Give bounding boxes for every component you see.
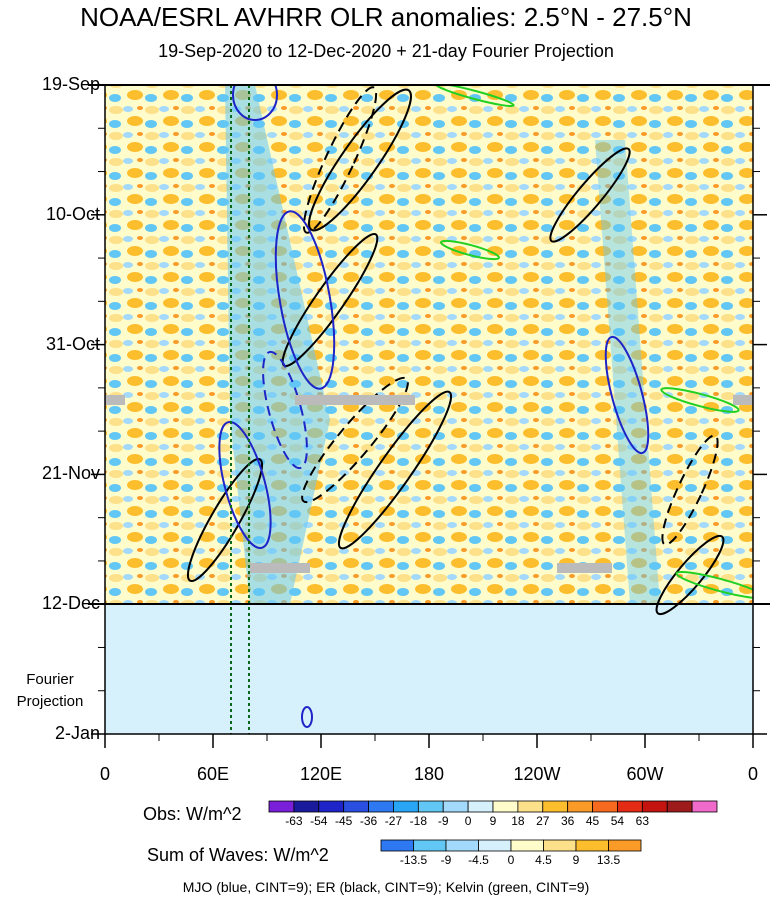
observation-field: [105, 85, 753, 604]
er-contour: [337, 390, 453, 550]
colorbar-label: 13.5: [596, 853, 621, 867]
wave-colorbar-title: Sum of Waves: W/m^2: [147, 845, 329, 865]
colorbar-swatch: [517, 800, 544, 813]
chart-title: NOAA/ESRL AVHRR OLR anomalies: 2.5°N - 2…: [80, 2, 692, 32]
y-tick-label: 2-Jan: [54, 723, 100, 743]
kelvin-contour: [439, 239, 501, 261]
colorbar-swatch: [445, 839, 479, 852]
mjo-negative-band: [225, 85, 330, 604]
x-tick-label: 120E: [299, 764, 343, 784]
y-tick-label: 31-Oct: [45, 333, 100, 354]
projection-label: Fourier Projection: [0, 669, 100, 713]
colorbar-swatch: [467, 800, 494, 813]
plot-area: [105, 85, 753, 734]
y-tick-label: 19-Sep: [41, 74, 100, 94]
x-tick-label: 0: [747, 764, 759, 784]
colorbar-swatch: [691, 800, 718, 813]
colorbar-swatch: [393, 800, 419, 813]
colorbar-label: -27: [384, 814, 403, 828]
mjo-contour-dashed: [262, 350, 308, 470]
colorbar-label: 0: [464, 814, 472, 828]
er-contour-dashed: [301, 376, 409, 504]
colorbar-label: -54: [310, 814, 328, 828]
colorbar-swatch: [293, 800, 320, 813]
missing-data: [557, 563, 612, 573]
colorbar-swatch: [666, 800, 693, 813]
colorbar-label: -45: [334, 814, 353, 828]
colorbar-swatch: [592, 800, 618, 813]
colorbar-swatch: [567, 800, 593, 813]
colorbar-swatch: [268, 800, 295, 813]
er-contour: [655, 534, 725, 616]
colorbar-label: 27: [536, 814, 550, 828]
colorbar-label: -36: [359, 814, 378, 828]
colorbar-label: 0: [507, 853, 515, 867]
colorbar-swatch: [380, 839, 414, 852]
mjo-contour: [232, 85, 278, 121]
colorbar-label: -9: [440, 853, 452, 867]
colorbar-label: -18: [409, 814, 427, 828]
colorbar-swatch: [478, 839, 512, 852]
colorbar-swatch: [617, 800, 643, 813]
colorbar-swatch: [608, 839, 642, 852]
colorbar-swatch: [318, 800, 345, 813]
x-tick-label: 60E: [196, 764, 230, 784]
mjo-contour: [301, 706, 313, 728]
mjo-contour: [218, 421, 272, 549]
colorbar-swatch: [368, 800, 394, 813]
y-tick-label: 21-Nov: [41, 463, 100, 484]
colorbar-label: 36: [560, 814, 575, 828]
er-contour: [186, 457, 264, 583]
missing-data: [733, 395, 753, 405]
colorbar-label: 45: [585, 814, 600, 828]
colorbar-label: -13.5: [399, 853, 428, 867]
y-tick-label: 10-Oct: [45, 203, 100, 224]
kelvin-contour: [660, 387, 740, 413]
colorbar-label: -4.5: [468, 853, 489, 867]
obs-colorbar-title: Obs: W/m^2: [143, 804, 242, 824]
x-tick-label: 180: [413, 764, 445, 784]
colorbar-swatch: [413, 839, 447, 852]
kelvin-contour: [675, 570, 753, 600]
colorbar-swatch: [442, 800, 469, 813]
missing-data: [295, 395, 415, 405]
colorbar-swatch: [510, 839, 544, 852]
colorbar-label: 9: [572, 853, 580, 867]
mjo-contour: [604, 335, 650, 455]
x-tick-label: 0: [99, 764, 111, 784]
colorbar-swatch: [543, 839, 577, 852]
colorbar-swatch: [417, 800, 444, 813]
colorbar-label: 63: [635, 814, 650, 828]
missing-data: [105, 395, 125, 405]
colorbar-swatch: [542, 800, 569, 813]
colorbar-label: -63: [285, 814, 303, 828]
x-tick-label: 60W: [626, 764, 664, 784]
y-tick-label: 12-Dec: [41, 593, 100, 614]
missing-data: [250, 563, 310, 573]
mjo-contour: [274, 210, 336, 390]
x-tick-label: 120W: [513, 764, 561, 784]
wave-legend-note: MJO (blue, CINT=9); ER (black, CINT=9); …: [182, 879, 590, 895]
colorbar-swatch: [492, 800, 519, 813]
projection-label-line1: Fourier: [26, 671, 74, 688]
kelvin-contour: [435, 85, 515, 108]
er-contour-dashed: [302, 86, 378, 234]
projection-field: [105, 604, 753, 734]
colorbar-swatch: [343, 800, 369, 813]
chart-subtitle: 19-Sep-2020 to 12-Dec-2020 + 21-day Four…: [158, 41, 614, 61]
colorbar-swatch: [641, 800, 668, 813]
colorbar-label: 4.5: [535, 853, 552, 867]
colorbar-swatch: [575, 839, 609, 852]
mjo-negative-band-2: [595, 140, 660, 604]
colorbar-label: -9: [437, 814, 449, 828]
er-contour: [549, 147, 631, 243]
colorbar-label: 18: [511, 814, 525, 828]
er-contour-dashed: [661, 434, 719, 546]
colorbar-label: 9: [489, 814, 497, 828]
projection-label-line2: Projection: [16, 693, 84, 710]
colorbar-label: 54: [610, 814, 625, 828]
er-contour: [308, 88, 412, 232]
